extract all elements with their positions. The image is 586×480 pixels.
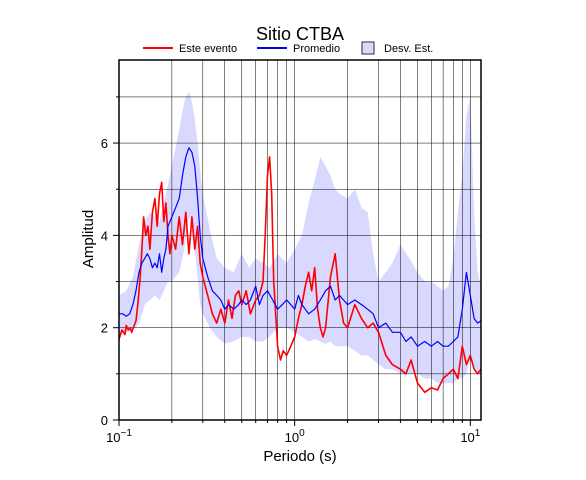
plot-area: 10−1 100 101 0 2 4 6 [101, 59, 482, 445]
x-tick-label: 10−1 [106, 428, 132, 445]
series-layer [118, 147, 482, 394]
chart-title: Sitio CTBA [256, 24, 344, 44]
y-tick-label: 6 [101, 136, 108, 151]
y-tick-label: 4 [101, 228, 108, 243]
y-axis-label: Amplitud [80, 210, 97, 268]
legend-label: Desv. Est. [384, 43, 433, 55]
plot-frame [118, 59, 482, 421]
legend: Este evento Promedio Desv. Est. [143, 41, 433, 55]
x-tick-label: 101 [460, 428, 480, 445]
x-axis-label: Periodo (s) [263, 448, 336, 465]
y-tick-label: 2 [101, 321, 108, 336]
std-band [119, 92, 481, 384]
ticks-layer: 10−1 100 101 0 2 4 6 [101, 96, 481, 445]
legend-label: Promedio [293, 43, 340, 55]
std-band-layer [119, 92, 481, 384]
legend-label: Este evento [179, 43, 237, 55]
series-line-promedio [119, 147, 482, 347]
y-tick-label: 0 [101, 413, 108, 428]
series-line-este-evento [118, 156, 482, 394]
legend-swatch [361, 41, 375, 55]
x-tick-label: 100 [285, 428, 305, 445]
